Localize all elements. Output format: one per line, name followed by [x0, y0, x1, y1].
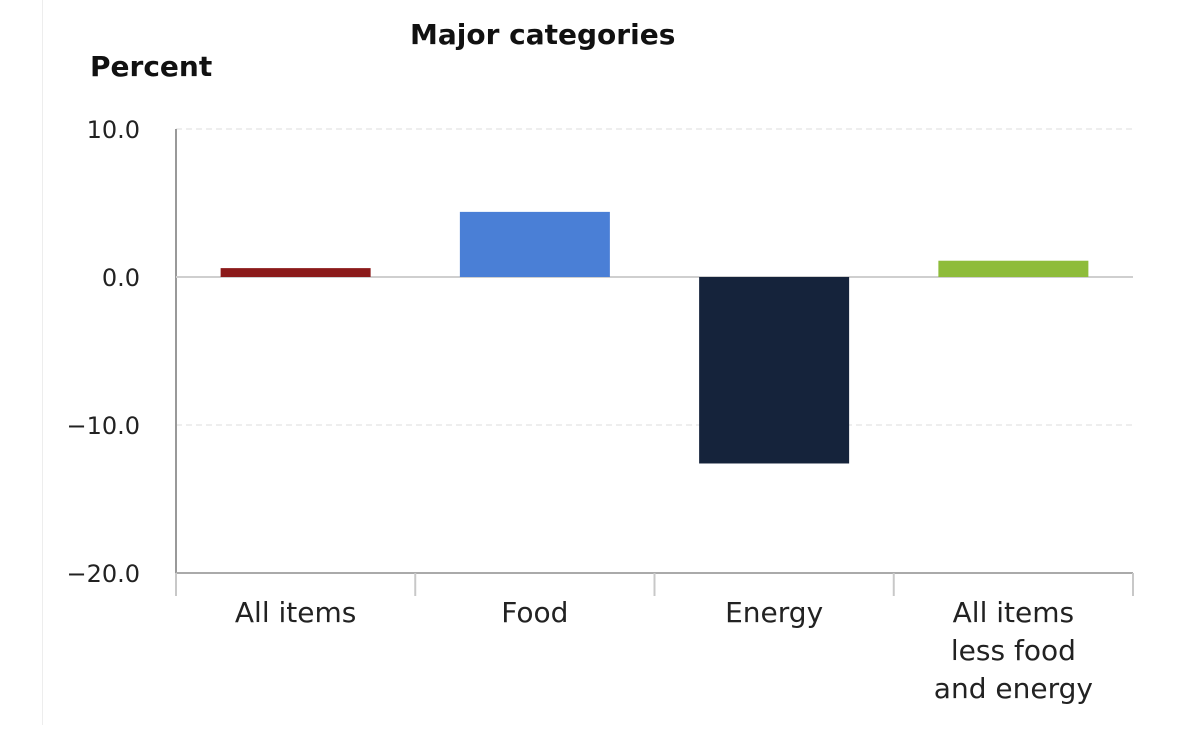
- bar: [699, 277, 850, 464]
- frame-edge: [42, 0, 43, 725]
- x-tick-label: All items: [235, 596, 356, 629]
- y-tick-label: −10.0: [66, 412, 140, 440]
- x-tick-label: Food: [501, 596, 568, 629]
- x-tick-label: less food: [951, 634, 1076, 667]
- x-tick-label: All items: [953, 596, 1074, 629]
- bar: [220, 268, 371, 277]
- x-tick-label: and energy: [934, 672, 1093, 705]
- y-axis-label: Percent: [90, 50, 213, 83]
- x-tick-label: Energy: [725, 596, 823, 629]
- bar: [938, 260, 1089, 277]
- bar: [459, 211, 610, 277]
- chart-title: Major categories: [410, 18, 676, 51]
- y-tick-label: −20.0: [66, 560, 140, 588]
- y-tick-label: 0.0: [102, 264, 140, 292]
- y-tick-label: 10.0: [87, 116, 140, 144]
